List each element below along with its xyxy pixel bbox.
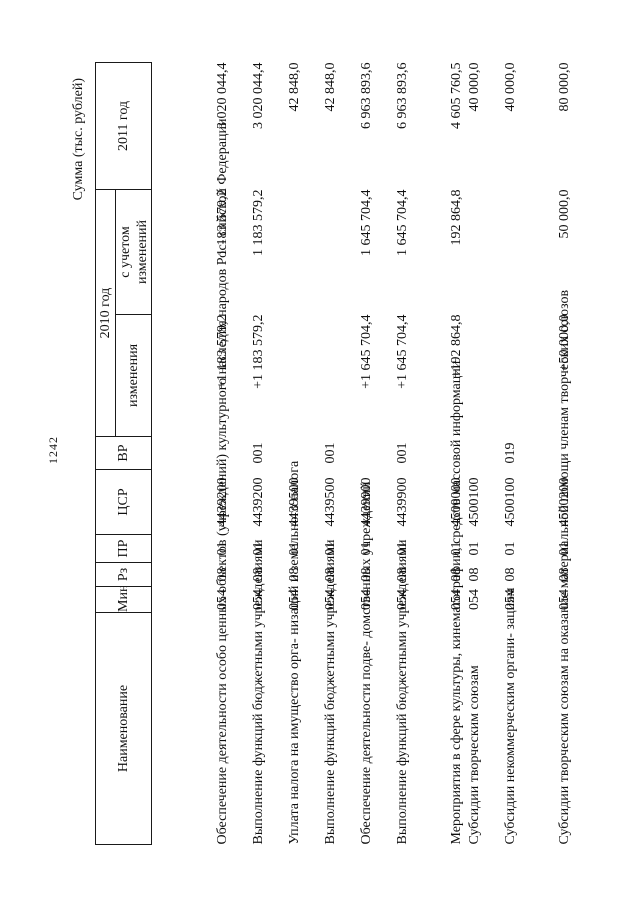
cell-2011: 4 605 760,5 <box>448 62 464 130</box>
cell-2011: 6 963 893,6 <box>394 62 410 130</box>
cell-csr: 4500000 <box>448 477 464 527</box>
cell-min: 054 <box>214 589 230 610</box>
cell-2010-with-changes: 1 645 704,4 <box>394 189 410 257</box>
cell-2010-with-changes <box>268 190 304 315</box>
column-header-with-changes: с учетом изменений <box>115 189 152 315</box>
cell-vr: 001 <box>322 442 338 464</box>
cell-2011: 6 963 893,6 <box>358 62 374 130</box>
cell-rz: 08 <box>466 567 482 582</box>
table-row: Субсидии творческим союзам 054 08 01 450… <box>466 63 484 845</box>
cell-csr: 4500100 <box>502 477 518 527</box>
cell-vr <box>340 437 376 470</box>
cell-csr: 4500200 <box>556 477 572 527</box>
cell-csr: 4439900 <box>358 477 374 527</box>
table-row: Мероприятия в сфере культуры, кинематогр… <box>412 63 466 845</box>
column-header-vr: ВР <box>95 436 152 470</box>
budget-table: Наименование Мин Рз ПР ЦСР ВР 2010 год 2… <box>95 62 574 845</box>
cell-2011: 3 020 044,4 <box>250 62 266 130</box>
cell-rz: 08 <box>502 567 518 582</box>
cell-2010-changes <box>484 315 520 437</box>
cell-min: 054 <box>466 589 482 610</box>
cell-name: Выполнение функций бюджетными учреждения… <box>250 539 266 845</box>
column-header-name: Наименование <box>95 612 152 845</box>
cell-min: 054 <box>556 589 572 610</box>
column-header-min: Мин <box>95 586 152 613</box>
cell-2010-changes <box>268 315 304 437</box>
cell-2011: 42 848,0 <box>322 62 338 112</box>
cell-csr: 4439500 <box>322 477 338 527</box>
cell-vr: 001 <box>394 442 410 464</box>
cell-name: Выполнение функций бюджетными учреждения… <box>394 539 410 845</box>
cell-min: 054 <box>448 589 464 610</box>
cell-csr: 4439500 <box>286 477 302 527</box>
table-row: Выполнение функций бюджетными учреждения… <box>304 63 340 845</box>
cell-2011: 40 000,0 <box>502 62 518 112</box>
cell-2010-with-changes <box>484 190 520 315</box>
cell-pr: 01 <box>502 541 518 556</box>
cell-name: Обеспечение деятельности подве- домствен… <box>358 482 374 845</box>
cell-2010-with-changes <box>466 190 484 315</box>
cell-pr: 01 <box>466 541 482 556</box>
table-row: Субсидии творческим союзам на оказание м… <box>520 63 574 845</box>
table-row: Выполнение функций бюджетными учреждения… <box>232 63 268 845</box>
cell-2010-with-changes: 1 645 704,4 <box>358 189 374 257</box>
column-header-2010: 2010 год <box>95 189 116 437</box>
cell-name: Мероприятия в сфере культуры, кинематогр… <box>448 360 464 845</box>
cell-vr <box>466 437 484 470</box>
sum-units-caption: Сумма (тыс. рублей) <box>71 78 86 201</box>
cell-2010-changes: +1 645 704,4 <box>394 314 410 389</box>
column-header-csr: ЦСР <box>95 469 152 535</box>
cell-2010-changes <box>466 315 484 437</box>
cell-2011: 40 000,0 <box>466 62 482 112</box>
cell-2010-with-changes: 192 864,8 <box>448 189 464 246</box>
cell-name: Субсидии некоммерческим органи- зациям <box>502 587 518 845</box>
column-header-pr: ПР <box>95 534 152 563</box>
cell-2011: 80 000,0 <box>556 62 572 112</box>
cell-min: 054 <box>322 589 338 610</box>
column-header-rz: Рз <box>95 562 152 587</box>
cell-2010-changes: +1 183 579,2 <box>250 314 266 389</box>
cell-csr: 4439200 <box>250 477 266 527</box>
column-header-2011: 2011 год <box>95 62 152 190</box>
cell-name: Субсидии творческим союзам на оказание м… <box>556 289 572 845</box>
table-row: Субсидии некоммерческим органи- зациям 0… <box>484 63 520 845</box>
cell-min: 054 <box>502 589 518 610</box>
cell-csr: 4439900 <box>394 477 410 527</box>
table-row: Уплата налога на имущество орга- низаций… <box>268 63 304 845</box>
cell-vr: 019 <box>502 442 518 464</box>
cell-name: Уплата налога на имущество орга- низаций… <box>286 460 302 845</box>
table-row: Выполнение функций бюджетными учреждения… <box>376 63 412 845</box>
column-header-changes: изменения <box>115 314 152 437</box>
cell-name: Обеспечение деятельности особо ценных об… <box>214 118 230 845</box>
cell-min: 054 <box>250 589 266 610</box>
page-number: 1242 <box>46 436 60 464</box>
cell-csr: 4439200 <box>214 477 230 527</box>
cell-vr: 001 <box>250 442 266 464</box>
cell-2010-changes: +1 645 704,4 <box>358 314 374 389</box>
table-body: Обеспечение деятельности особо ценных об… <box>152 63 574 845</box>
cell-min: 054 <box>358 589 374 610</box>
cell-min: 054 <box>286 589 302 610</box>
cell-min: 054 <box>394 589 410 610</box>
cell-2010-changes <box>304 315 340 437</box>
table-row: Обеспечение деятельности особо ценных об… <box>152 63 232 845</box>
cell-name: Выполнение функций бюджетными учреждения… <box>322 539 338 845</box>
cell-2010-with-changes: 1 183 579,2 <box>250 189 266 257</box>
cell-csr: 4500100 <box>466 477 482 527</box>
cell-name: Субсидии творческим союзам <box>466 665 482 845</box>
cell-2011: 42 848,0 <box>286 62 302 112</box>
cell-2010-with-changes <box>304 190 340 315</box>
table-row: Обеспечение деятельности подве- домствен… <box>340 63 376 845</box>
